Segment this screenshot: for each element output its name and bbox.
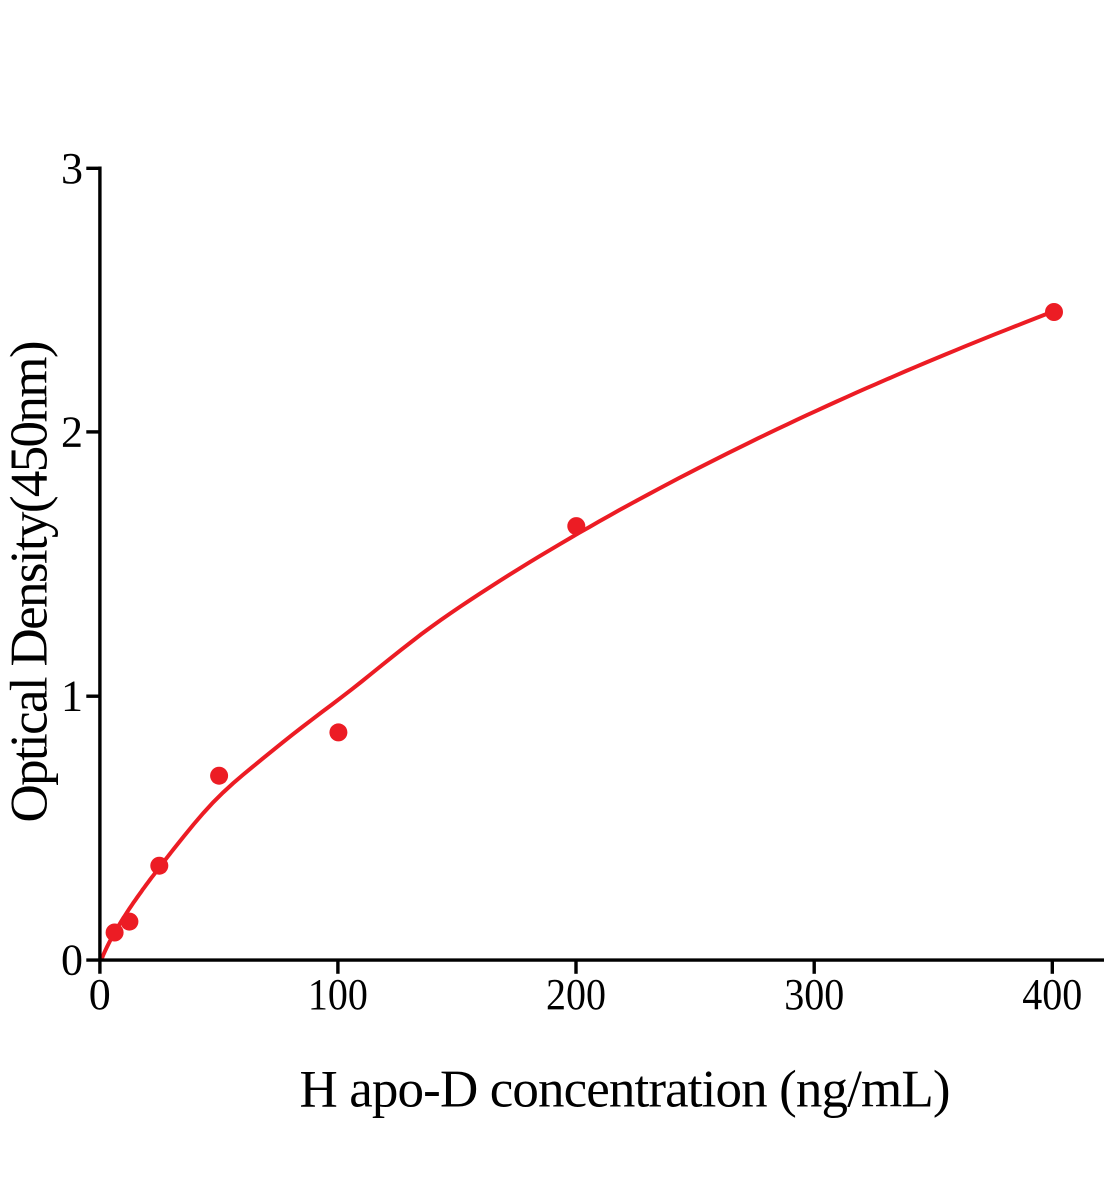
svg-text:2: 2	[61, 407, 83, 456]
svg-text:1: 1	[61, 672, 83, 721]
svg-text:400: 400	[1022, 970, 1082, 1019]
svg-text:0: 0	[61, 936, 83, 985]
svg-text:H apo-D concentration (ng/mL): H apo-D concentration (ng/mL)	[300, 1061, 951, 1119]
svg-text:100: 100	[308, 970, 368, 1019]
svg-text:Optical Density(450nm): Optical Density(450nm)	[1, 341, 59, 823]
svg-text:300: 300	[784, 970, 844, 1019]
svg-text:200: 200	[546, 970, 606, 1019]
svg-text:0: 0	[89, 970, 111, 1019]
svg-text:3: 3	[61, 144, 83, 193]
